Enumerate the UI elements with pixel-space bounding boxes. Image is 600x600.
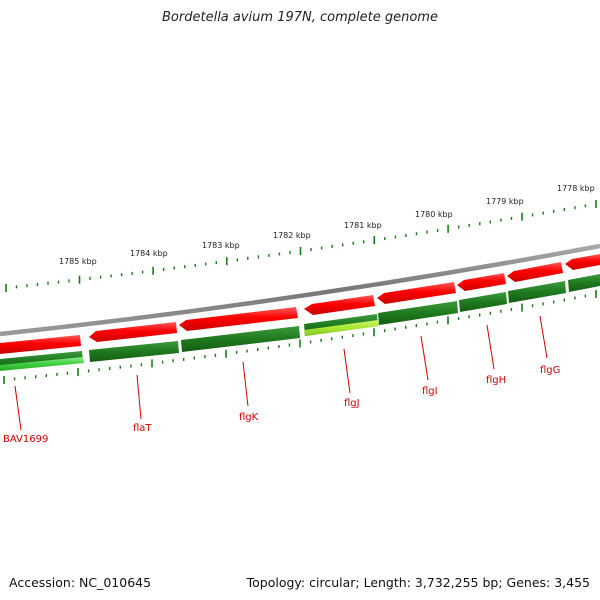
gene-labels: BAV1699 flaT flgK flgJ flgI flgH flgG <box>3 315 560 445</box>
inner-scale-ticks <box>3 290 597 384</box>
kbp-label: 1785 kbp <box>59 257 97 266</box>
callout-line <box>539 315 548 359</box>
kbp-label: 1784 kbp <box>130 249 168 258</box>
gene-reverse[interactable] <box>0 335 81 354</box>
kbp-label: 1783 kbp <box>202 241 240 250</box>
gene-reverse[interactable] <box>179 307 298 331</box>
gene-reverse[interactable] <box>304 295 375 315</box>
gene-forward[interactable] <box>378 301 458 325</box>
gene-label-flgh[interactable]: flgH <box>486 375 506 386</box>
gene-forward[interactable] <box>459 292 507 312</box>
callout-line <box>486 324 495 370</box>
gene-forward[interactable] <box>89 341 179 362</box>
callout-line <box>343 348 351 394</box>
gene-reverse[interactable] <box>89 322 177 342</box>
gene-reverse[interactable] <box>507 262 563 282</box>
genome-summary-text: Topology: circular; Length: 3,732,255 bp… <box>246 575 590 590</box>
kbp-label: 1780 kbp <box>415 210 453 219</box>
kbp-label: 1782 kbp <box>273 231 311 240</box>
gene-forward[interactable] <box>0 357 84 371</box>
gene-label-flat[interactable]: flaT <box>133 423 152 434</box>
kbp-label: 1781 kbp <box>344 221 382 230</box>
accession-text: Accession: NC_010645 <box>9 575 152 590</box>
gene-reverse[interactable] <box>565 254 600 270</box>
callout-line <box>136 374 142 420</box>
callout-line <box>420 335 429 381</box>
gene-label-flgj[interactable]: flgJ <box>344 398 360 409</box>
reverse-strand-track <box>0 254 600 354</box>
callout-line <box>14 385 22 431</box>
gene-label-flgi[interactable]: flgI <box>422 386 438 397</box>
callout-line <box>242 361 249 407</box>
forward-strand-track <box>0 274 600 371</box>
outer-scale-ticks <box>5 200 597 292</box>
gene-forward[interactable] <box>568 274 600 292</box>
page-title: Bordetella avium 197N, complete genome <box>162 10 438 25</box>
gene-forward[interactable] <box>508 281 566 303</box>
gene-label-flgk[interactable]: flgK <box>239 412 259 423</box>
gene-reverse[interactable] <box>377 282 456 304</box>
gene-label-bav1699[interactable]: BAV1699 <box>3 434 48 445</box>
scale-labels: 1778 kbp 1779 kbp 1780 kbp 1781 kbp 1782… <box>59 184 595 266</box>
genome-backbone <box>0 243 600 337</box>
gene-forward-highlight[interactable] <box>304 320 379 336</box>
kbp-label: 1778 kbp <box>557 184 595 193</box>
gene-reverse[interactable] <box>457 273 506 291</box>
kbp-label: 1779 kbp <box>486 197 524 206</box>
gene-label-flgg[interactable]: flgG <box>540 365 560 376</box>
gene-forward[interactable] <box>181 326 300 352</box>
